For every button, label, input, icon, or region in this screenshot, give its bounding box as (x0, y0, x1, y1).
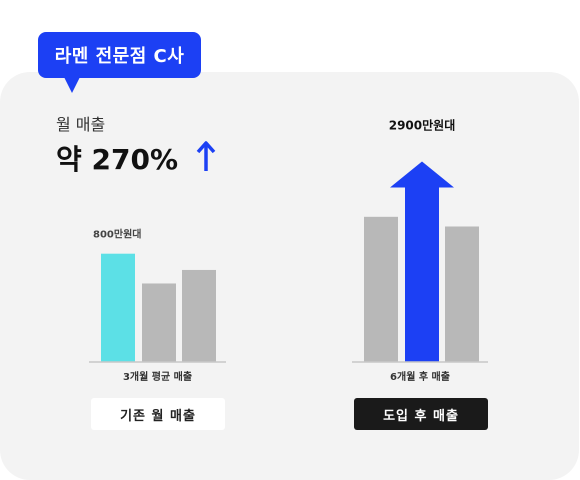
bar-data-label: 800만원대 (93, 228, 141, 241)
metric-value: 약 270% (56, 143, 179, 176)
bar (182, 269, 216, 362)
bar (101, 253, 135, 362)
arrow-up-icon (196, 141, 216, 171)
after-revenue-button[interactable]: 도입 후 매출 (354, 398, 488, 430)
x-axis-label: 3개월 평균 매출 (123, 370, 192, 383)
before-revenue-button[interactable]: 기존 월 매출 (91, 398, 225, 430)
bar (364, 216, 398, 362)
metric-label: 월 매출 (56, 115, 106, 134)
bar-data-label: 2900만원대 (389, 118, 456, 133)
bar (142, 283, 176, 362)
company-badge: 라멘 전문점 C사 (38, 32, 201, 78)
x-axis-label: 6개월 후 매출 (390, 370, 450, 383)
badge-tail-shape (64, 77, 80, 93)
bar (445, 226, 479, 362)
bar-arrow-highlight (390, 161, 454, 362)
